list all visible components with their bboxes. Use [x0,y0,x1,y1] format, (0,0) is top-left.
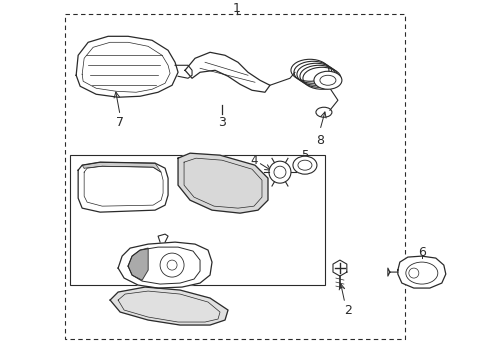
Bar [70,155,325,285]
Polygon shape [84,166,163,206]
Polygon shape [128,248,148,280]
Polygon shape [118,291,220,322]
Polygon shape [110,287,228,325]
Text: 5: 5 [301,149,309,162]
Text: 4: 4 [250,154,258,167]
Polygon shape [185,52,270,92]
Polygon shape [78,162,168,212]
Polygon shape [178,153,268,213]
Polygon shape [128,247,200,284]
Polygon shape [398,256,446,288]
Text: 7: 7 [116,116,124,129]
Bar [65,14,405,339]
Polygon shape [118,242,212,288]
Ellipse shape [293,156,317,174]
Polygon shape [82,162,161,172]
Text: 8: 8 [316,134,324,147]
Polygon shape [184,158,262,208]
Circle shape [269,161,291,183]
Text: 2: 2 [344,303,352,316]
Ellipse shape [314,71,342,89]
Polygon shape [82,42,170,92]
Polygon shape [333,260,347,276]
Text: 6: 6 [418,246,426,258]
Text: 3: 3 [218,116,226,129]
Polygon shape [76,36,178,97]
Text: 1: 1 [233,2,241,15]
